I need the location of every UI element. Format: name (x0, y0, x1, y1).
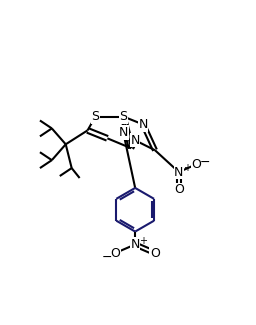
Text: N: N (174, 165, 184, 178)
Text: −: − (102, 251, 113, 264)
Text: N: N (119, 126, 128, 139)
Text: N: N (131, 238, 140, 251)
Text: −: − (199, 156, 210, 169)
Text: N: N (131, 134, 140, 147)
Text: +: + (183, 163, 191, 173)
Text: O: O (192, 158, 202, 171)
Text: O: O (150, 246, 160, 259)
Text: N: N (138, 118, 148, 131)
Text: O: O (174, 183, 184, 196)
Text: S: S (91, 110, 100, 123)
Text: S: S (119, 110, 127, 123)
Text: O: O (110, 246, 120, 259)
Text: +: + (139, 236, 147, 245)
